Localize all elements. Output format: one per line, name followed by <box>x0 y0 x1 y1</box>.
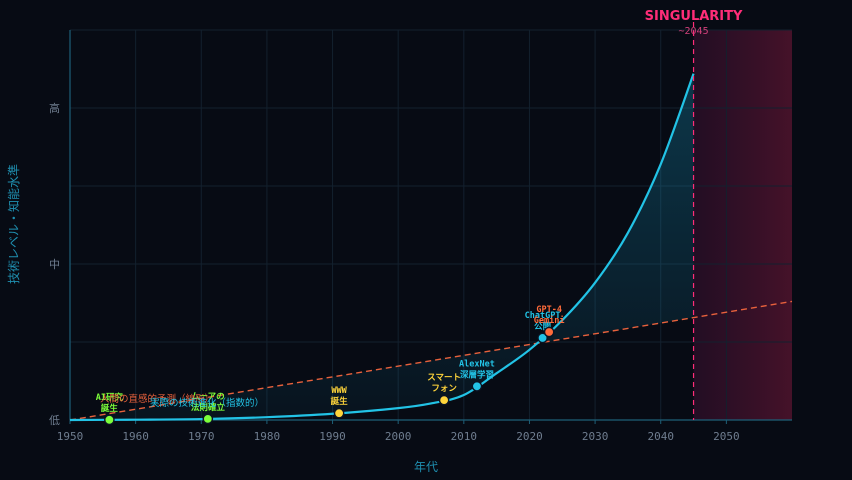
x-tick-label: 2020 <box>516 430 543 443</box>
x-tick-label: 2000 <box>385 430 412 443</box>
x-tick-label: 1990 <box>319 430 346 443</box>
x-tick-label: 2030 <box>582 430 609 443</box>
growth-gap-fill <box>70 73 694 421</box>
event-label: AlexNet <box>459 359 495 369</box>
x-tick-label: 1950 <box>57 430 84 443</box>
legend-linear: 人間の直感的予測（線形） <box>100 393 214 405</box>
event-marker <box>333 407 345 419</box>
event-label: AI研究 <box>96 392 124 403</box>
event-marker <box>543 326 555 338</box>
singularity-region <box>693 30 792 420</box>
event-marker <box>438 394 450 406</box>
event-label: WWW <box>331 386 347 396</box>
event-label: スマート <box>427 373 461 383</box>
x-axis-title: 年代 <box>414 460 438 474</box>
event-label: 深層学習 <box>460 369 494 380</box>
y-tick-label: 中 <box>49 258 60 271</box>
event-label: フォン <box>431 384 457 394</box>
event-label: 法則確立 <box>191 402 226 413</box>
event-label: GPT-4 <box>536 305 562 315</box>
legend-exponential: 実際の技術進化（指数的） <box>150 397 264 409</box>
x-tick-label: 2010 <box>451 430 478 443</box>
singularity-title: SINGULARITY <box>645 9 743 24</box>
event-label: 誕生 <box>331 396 349 407</box>
y-tick-label: 高 <box>49 101 60 115</box>
y-axis-title: 技術レベル・知能水準 <box>6 164 21 284</box>
event-label: ムーアの <box>191 392 225 402</box>
y-tick-label: 低 <box>49 414 60 427</box>
x-tick-label: 2050 <box>713 430 740 443</box>
linear-prediction-line <box>69 300 793 421</box>
x-tick-label: 1970 <box>188 430 215 443</box>
event-label: ChatGPT <box>525 311 561 321</box>
event-marker <box>471 381 483 392</box>
event-label: Gemini <box>534 315 565 326</box>
exponential-growth-line <box>69 73 695 422</box>
event-marker <box>202 413 214 425</box>
x-tick-label: 1960 <box>122 430 149 443</box>
x-tick-label: 1980 <box>254 430 281 443</box>
singularity-year: ~2045 <box>678 26 708 37</box>
event-label: 公開 <box>534 322 551 332</box>
x-tick-label: 2040 <box>647 430 674 443</box>
event-label: 誕生 <box>101 403 119 414</box>
event-marker <box>104 414 115 426</box>
event-marker <box>537 332 548 344</box>
